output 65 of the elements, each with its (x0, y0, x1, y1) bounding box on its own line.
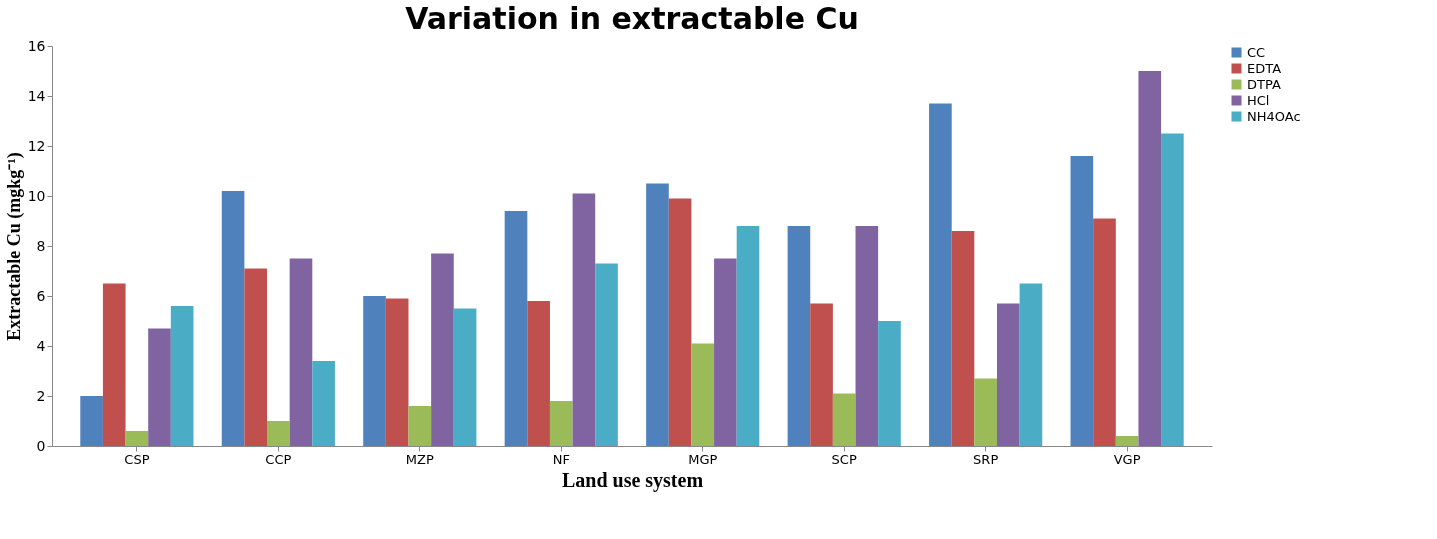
bar (170, 306, 194, 446)
chart-title: Variation in extractable Cu (405, 1, 859, 36)
bar (1161, 133, 1184, 446)
bar (102, 283, 126, 446)
bar (974, 378, 997, 446)
bar (148, 328, 171, 446)
bar (363, 296, 386, 446)
bar (714, 258, 737, 446)
bar (832, 393, 856, 446)
x-tick-label: VGP (1113, 451, 1141, 467)
legend-label: CC (1247, 44, 1266, 60)
bar (431, 253, 454, 446)
y-tick-label: 10 (27, 187, 46, 204)
bar (855, 226, 879, 446)
x-tick-label: NF (552, 451, 570, 467)
bar (244, 268, 268, 446)
bar (878, 321, 901, 446)
y-axis-title: Extractable Cu (mgkg⁻¹) (3, 152, 25, 341)
bar (312, 361, 335, 446)
bar (810, 303, 833, 446)
y-tick-label: 16 (27, 37, 46, 54)
bar (289, 258, 313, 446)
bar (951, 231, 975, 446)
bar (595, 263, 618, 446)
legend-label: HCl (1247, 92, 1270, 108)
x-axis-title: Land use system (561, 468, 704, 492)
x-tick-label: SCP (831, 451, 857, 467)
x-tick-label: CSP (124, 451, 150, 467)
y-tick-label: 4 (36, 337, 46, 354)
bar (1115, 436, 1139, 446)
bar (787, 226, 811, 446)
legend-label: EDTA (1247, 60, 1282, 76)
bar (736, 226, 760, 446)
bar (929, 103, 952, 446)
bar (1093, 218, 1116, 446)
bar (691, 343, 715, 446)
bar (267, 421, 290, 446)
bar (504, 211, 528, 446)
y-tick-label: 2 (36, 387, 46, 404)
y-tick-label: 8 (36, 237, 46, 254)
y-tick-label: 14 (27, 87, 46, 104)
bar (221, 191, 245, 446)
legend-label: NH4OAc (1247, 108, 1301, 124)
bar (408, 406, 432, 446)
bar (549, 401, 573, 446)
bar (527, 301, 550, 446)
bar (385, 298, 409, 446)
bar (453, 308, 477, 446)
y-tick-label: 12 (27, 137, 46, 154)
x-tick-label: MGP (688, 451, 718, 467)
bar (80, 396, 103, 446)
bar (125, 431, 149, 446)
bar (996, 303, 1020, 446)
bar (668, 198, 692, 446)
x-tick-label: SRP (973, 451, 999, 467)
x-tick-label: CCP (265, 451, 292, 467)
bar (646, 183, 669, 446)
y-tick-label: 6 (36, 287, 46, 304)
bar (572, 193, 596, 446)
y-tick-label: 0 (36, 437, 46, 454)
x-tick-label: MZP (405, 451, 434, 467)
legend-label: DTPA (1247, 76, 1281, 92)
bar (1070, 156, 1094, 446)
bar (1019, 283, 1043, 446)
bar (1138, 71, 1162, 446)
